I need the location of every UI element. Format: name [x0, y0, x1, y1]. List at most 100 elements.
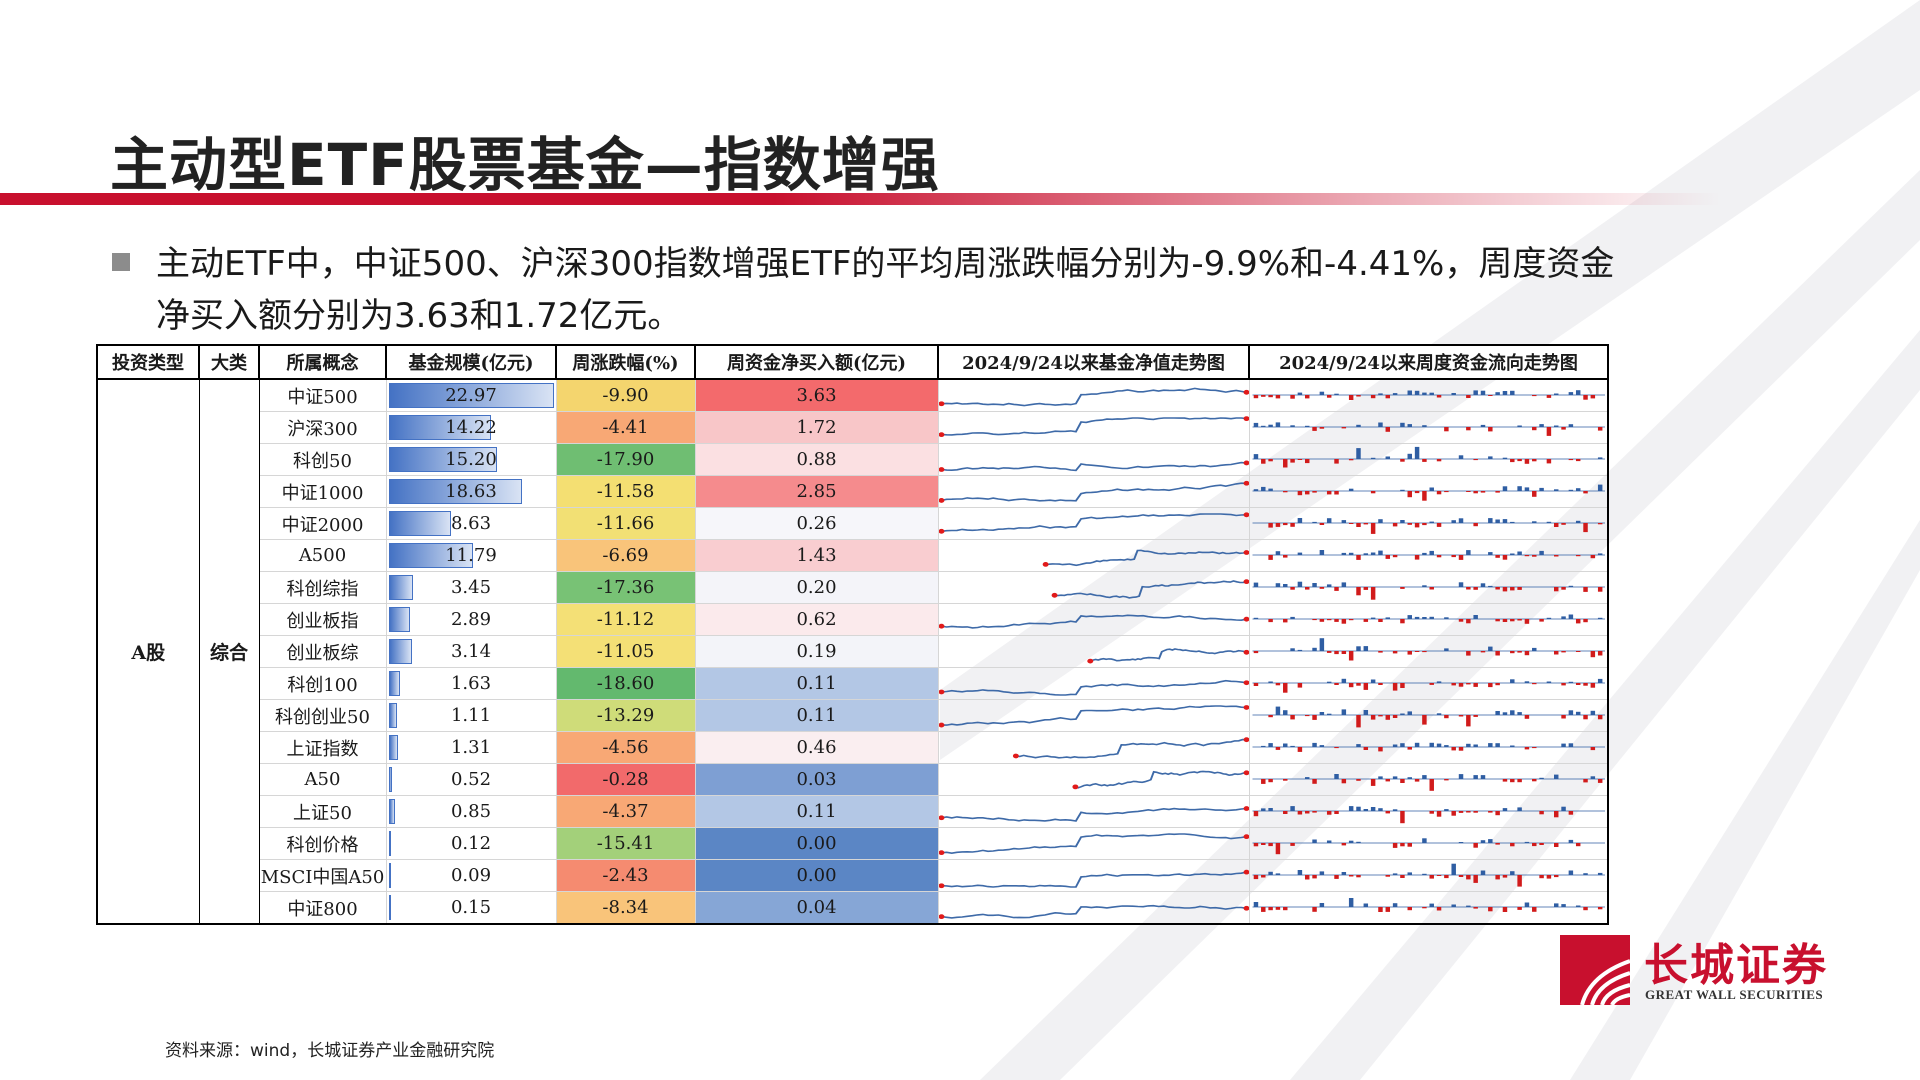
flow-outflow-bar — [1472, 459, 1478, 461]
fund-size-cell: 0.09 — [385, 859, 557, 892]
flow-trend-cell — [1248, 507, 1609, 540]
flow-outflow-bar — [1304, 811, 1309, 814]
fund-size-value: 11.79 — [445, 545, 497, 566]
flow-inflow-bar — [1267, 681, 1273, 683]
flow-inflow-bar — [1377, 519, 1383, 523]
flow-outflow-bar — [1480, 491, 1485, 493]
flow-inflow-bar — [1421, 425, 1427, 427]
flow-inflow-bar — [1502, 712, 1507, 715]
nav-start-marker — [939, 401, 944, 407]
fund-size-value: 8.63 — [450, 513, 492, 534]
nav-sparkline — [1051, 579, 1248, 599]
flow-inflow-bar — [1516, 712, 1522, 715]
concept-cell: 科创50 — [258, 443, 387, 476]
flow-inflow-bar — [1568, 870, 1573, 875]
nav-sparkline — [939, 833, 1248, 856]
flow-outflow-bar — [1319, 427, 1324, 429]
flow-outflow-bar — [1253, 811, 1258, 817]
flow-inflow-bar — [1355, 424, 1361, 427]
flow-outflow-bar — [1355, 779, 1361, 781]
concept-cell: 上证指数 — [258, 731, 387, 764]
flow-inflow-bar — [1253, 489, 1258, 491]
flow-outflow-bar — [1428, 683, 1434, 685]
flow-inflow-bar — [1428, 616, 1434, 619]
table-row: A500 11.79 -6.69 1.43 — [97, 539, 1609, 572]
flow-inflow-bar — [1348, 840, 1353, 843]
flow-trend-cell — [1248, 475, 1609, 508]
flow-outflow-bar — [1392, 523, 1397, 527]
flow-outflow-bar — [1326, 619, 1331, 621]
flow-outflow-bar — [1436, 395, 1441, 398]
flow-inflow-bar — [1450, 863, 1456, 875]
flow-inflow-bar — [1494, 392, 1500, 395]
flow-outflow-bar — [1414, 555, 1419, 560]
flow-trend-cell — [1248, 795, 1609, 828]
flow-inflow-bar — [1385, 617, 1390, 619]
flow-outflow-bar — [1260, 843, 1266, 845]
summary-bullet: 主动ETF中，中证500、沪深300指数增强ETF的平均周涨跌幅分别为-9.9%… — [112, 238, 1632, 342]
flow-outflow-bar — [1575, 555, 1580, 557]
nav-trend-cell — [937, 795, 1250, 828]
flow-outflow-bar — [1472, 491, 1478, 494]
flow-inflow-bar — [1267, 808, 1273, 811]
nav-line — [940, 904, 1247, 919]
flow-inflow-bar — [1494, 519, 1500, 523]
flow-outflow-bar — [1289, 523, 1295, 527]
flow-outflow-bar — [1370, 587, 1375, 600]
nav-end-marker — [1243, 737, 1248, 743]
flow-outflow-bar — [1597, 523, 1602, 525]
flow-outflow-bar — [1575, 651, 1580, 652]
flow-outflow-bar — [1311, 491, 1317, 493]
flow-inflow-bar — [1407, 777, 1412, 779]
nav-trend-cell — [937, 603, 1250, 636]
flow-outflow-bar — [1414, 651, 1419, 652]
concept-cell: 科创综指 — [258, 571, 387, 604]
flow-outflow-bar — [1421, 491, 1427, 501]
flow-outflow-bar — [1311, 875, 1317, 879]
table-row: 创业板指 2.89 -11.12 0.62 — [97, 603, 1609, 636]
nav-start-marker — [939, 689, 944, 695]
flow-outflow-bar — [1348, 395, 1353, 400]
flow-outflow-bar — [1304, 875, 1309, 880]
flow-outflow-bar — [1377, 715, 1383, 717]
flow-inflow-bar — [1421, 617, 1427, 619]
flow-outflow-bar — [1531, 427, 1536, 431]
flow-trend-cell — [1248, 891, 1609, 925]
flow-inflow-bar — [1289, 648, 1295, 651]
flow-outflow-bar — [1458, 875, 1463, 877]
flow-outflow-bar — [1333, 651, 1339, 655]
concept-cell: A50 — [258, 763, 387, 796]
flow-outflow-bar — [1436, 811, 1441, 817]
table-row: 科创50 15.20 -17.90 0.88 — [97, 443, 1609, 476]
flow-outflow-bar — [1341, 651, 1346, 654]
nav-start-marker — [939, 850, 944, 856]
nav-trend-cell — [937, 539, 1250, 572]
flow-sparkline — [1251, 742, 1605, 752]
flow-outflow-bar — [1377, 651, 1383, 653]
nav-end-marker — [1243, 416, 1248, 422]
flow-trend-cell — [1248, 635, 1609, 668]
flow-sparkline — [1251, 581, 1605, 600]
flow-outflow-bar — [1385, 907, 1390, 912]
flow-outflow-bar — [1267, 523, 1273, 528]
weekly-change-cell: -4.56 — [555, 731, 696, 764]
header-investment-type: 投资类型 — [96, 344, 200, 380]
flow-outflow-bar — [1333, 683, 1339, 685]
flow-outflow-bar — [1297, 811, 1302, 815]
flow-inflow-bar — [1553, 774, 1558, 779]
flow-inflow-bar — [1253, 902, 1258, 907]
flow-outflow-bar — [1392, 715, 1397, 718]
flow-inflow-bar — [1414, 446, 1419, 459]
flow-inflow-bar — [1436, 713, 1441, 715]
flow-inflow-bar — [1428, 903, 1434, 907]
flow-trend-cell — [1248, 699, 1609, 732]
flow-inflow-bar — [1392, 744, 1397, 747]
flow-inflow-bar — [1370, 552, 1375, 555]
nav-line — [940, 513, 1247, 533]
nav-sparkline — [1012, 737, 1248, 759]
flow-inflow-bar — [1597, 457, 1602, 459]
flow-outflow-bar — [1502, 875, 1507, 878]
flow-inflow-bar — [1414, 742, 1419, 747]
flow-outflow-bar — [1582, 523, 1588, 533]
fund-size-bar — [388, 383, 554, 408]
